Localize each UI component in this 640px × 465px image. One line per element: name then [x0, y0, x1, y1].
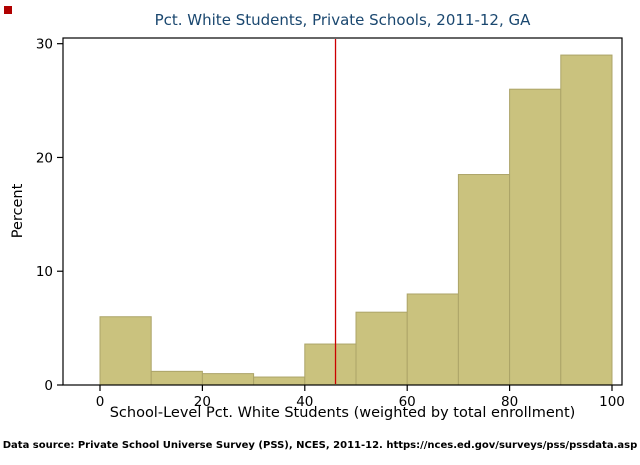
corner-marker [4, 6, 12, 14]
x-tick-label: 20 [194, 394, 211, 410]
histogram-bar [201, 373, 255, 386]
y-axis-label: Percent [10, 183, 26, 239]
histogram-bar [457, 174, 511, 386]
y-tick-label: 10 [36, 264, 53, 280]
histogram-bar [99, 316, 152, 386]
histogram-bar [509, 88, 562, 386]
y-tick-label: 20 [36, 150, 53, 166]
histogram-bar [304, 343, 357, 386]
x-tick-label: 60 [399, 394, 416, 410]
x-axis-label: School-Level Pct. White Students (weight… [109, 405, 576, 421]
x-tick-label: 0 [96, 394, 105, 410]
source-note: Data source: Private School Universe Sur… [2, 440, 638, 451]
chart-title: Pct. White Students, Private Schools, 20… [154, 11, 531, 29]
histogram-bar [560, 54, 613, 386]
plot-border [62, 37, 623, 386]
y-tick-label: 30 [36, 37, 53, 53]
x-tick-label: 100 [599, 394, 625, 410]
histogram-bar [355, 311, 408, 386]
x-tick-label: 40 [296, 394, 313, 410]
y-tick-label: 0 [44, 378, 53, 394]
histogram-bar [253, 376, 306, 386]
histogram-bar [150, 370, 203, 386]
histogram-bar [406, 293, 459, 386]
x-tick-label: 80 [501, 394, 518, 410]
